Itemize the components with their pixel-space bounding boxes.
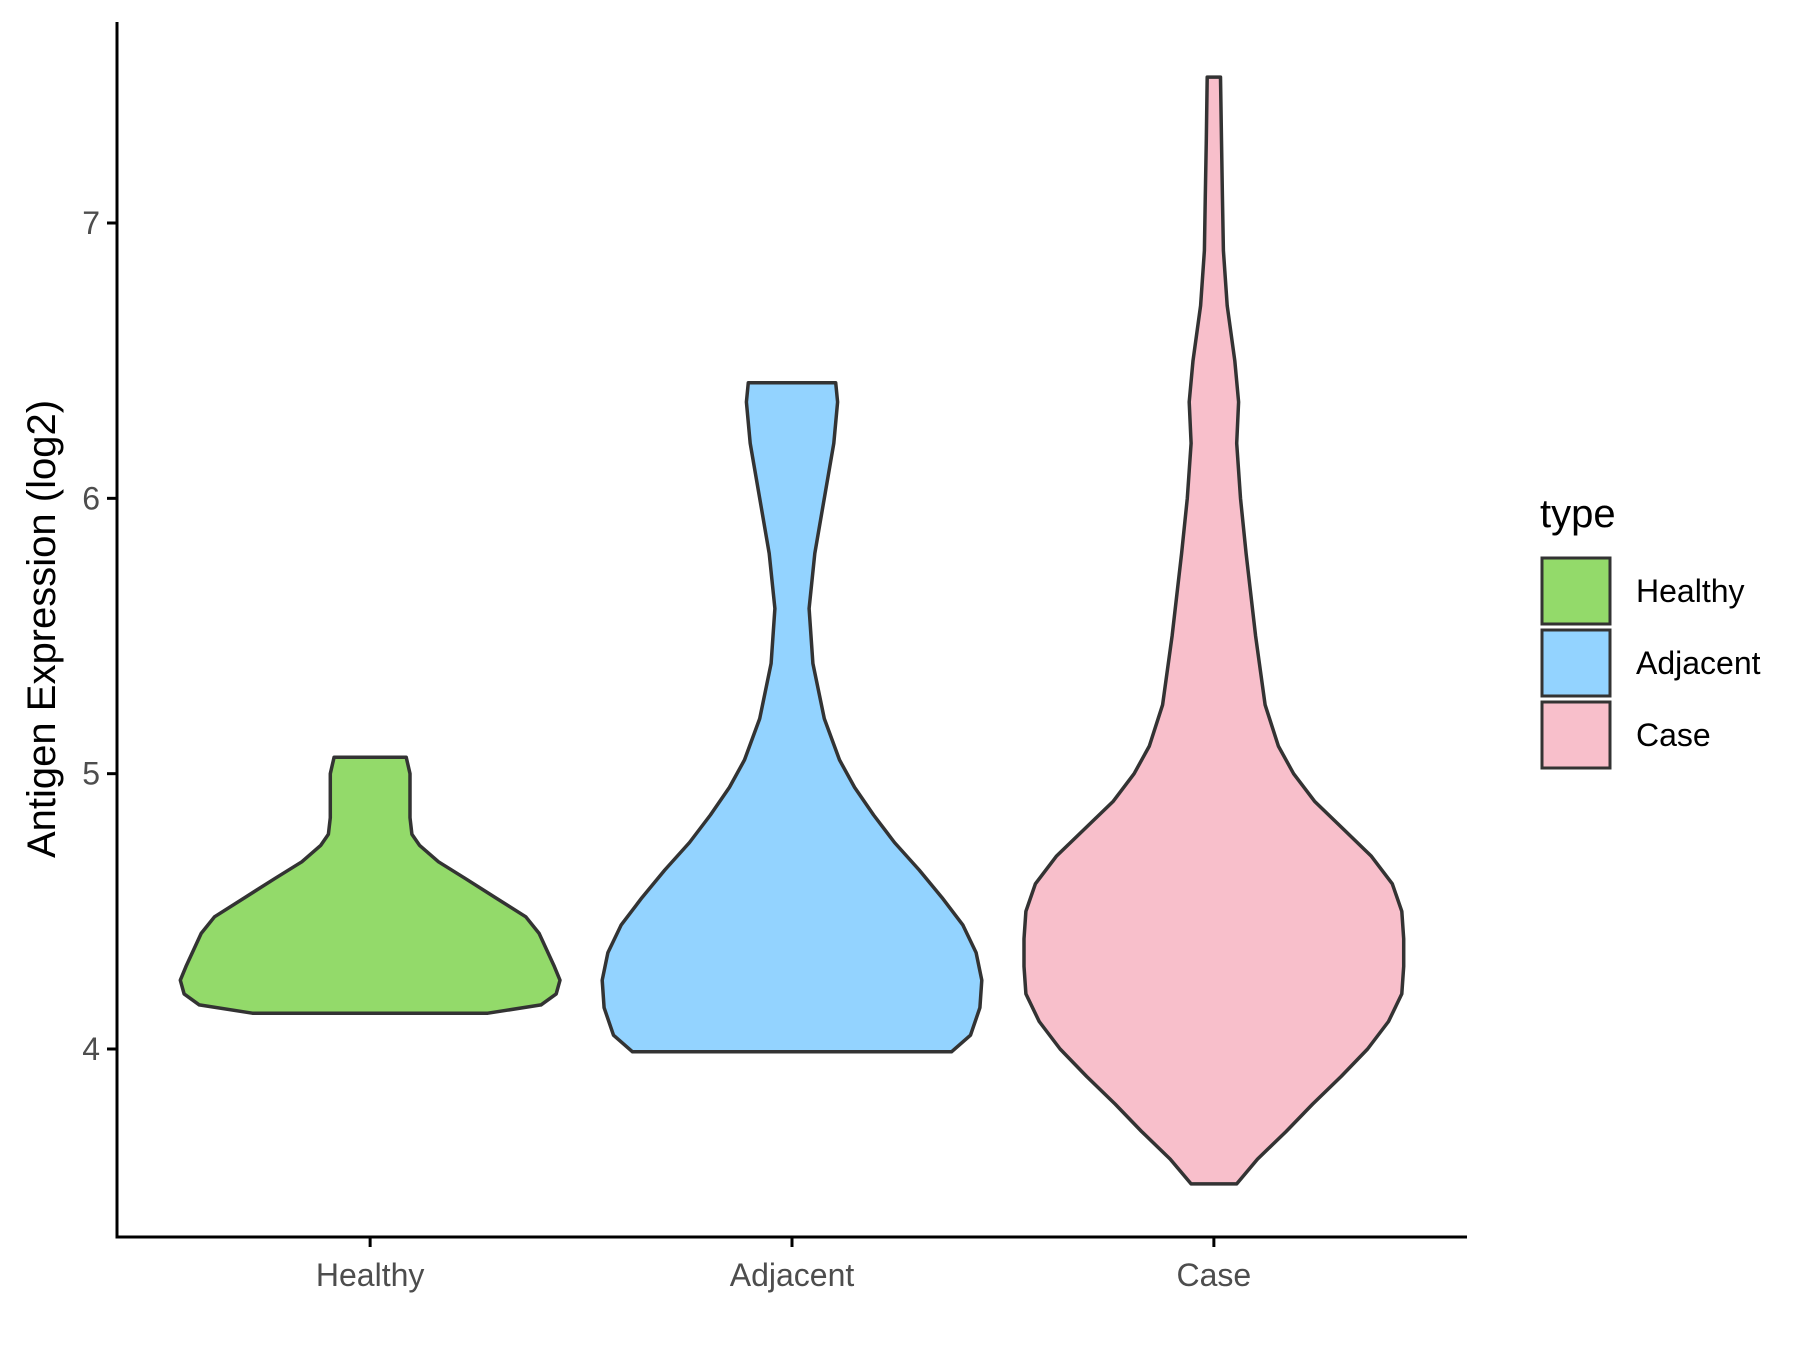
legend-key-adjacent	[1540, 628, 1612, 698]
x-tick-label: Healthy	[316, 1257, 425, 1293]
legend-label-case: Case	[1636, 717, 1711, 753]
violin-case	[1022, 75, 1406, 1186]
x-tick-label: Case	[1177, 1257, 1252, 1293]
y-tick-label: 5	[82, 756, 100, 792]
legend-label-adjacent: Adjacent	[1636, 645, 1761, 681]
legend-key-case	[1540, 700, 1612, 770]
violins-layer	[178, 75, 1406, 1186]
y-ticks: 4 5 6 7	[82, 205, 117, 1067]
x-tick-label: Adjacent	[730, 1257, 855, 1293]
y-axis-title: Antigen Expression (log2)	[20, 400, 64, 858]
legend-title: type	[1540, 492, 1616, 536]
y-tick-label: 6	[82, 480, 100, 516]
violin-healthy	[178, 755, 562, 1015]
legend-label-healthy: Healthy	[1636, 573, 1745, 609]
y-tick-label: 7	[82, 205, 100, 241]
y-tick-label: 4	[82, 1031, 100, 1067]
violin-adjacent	[600, 380, 984, 1054]
x-ticks: Healthy Adjacent Case	[316, 1237, 1251, 1293]
legend-entries: Healthy Adjacent Case	[1540, 556, 1761, 770]
legend-key-healthy	[1540, 556, 1612, 626]
legend: type Healthy Adjacent Case	[1540, 492, 1761, 770]
